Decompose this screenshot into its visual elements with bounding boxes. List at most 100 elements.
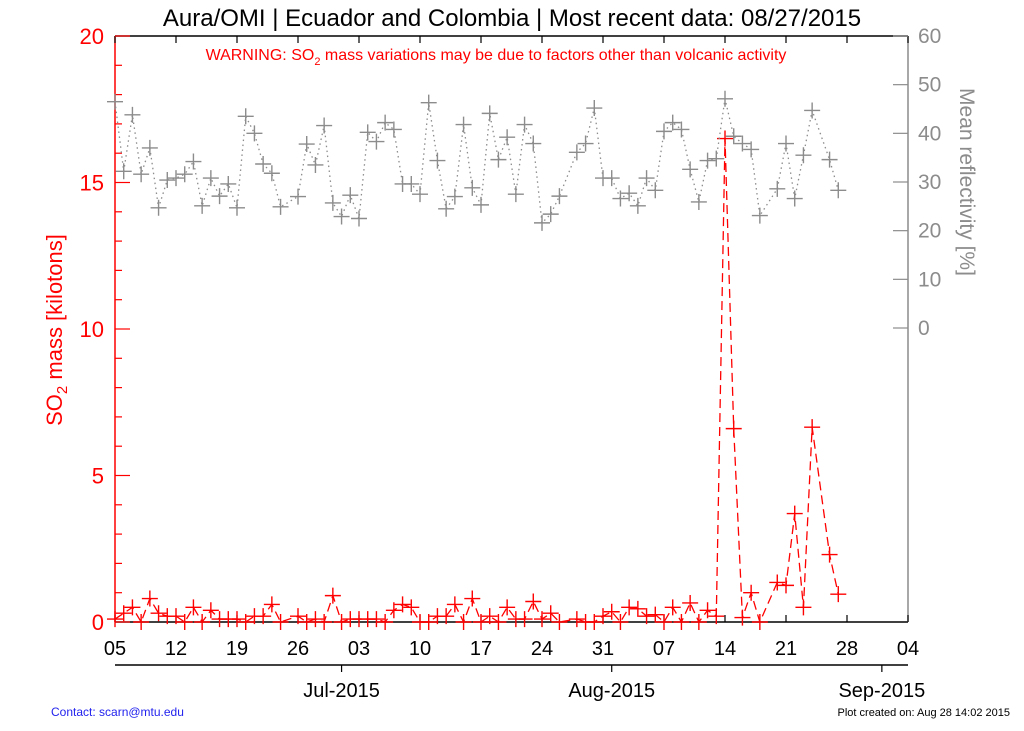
reflectivity-point xyxy=(507,186,524,203)
reflectivity-point xyxy=(551,188,568,205)
reflectivity-point xyxy=(682,161,699,178)
so2-mass-point xyxy=(830,586,847,603)
reflectivity-point xyxy=(699,152,716,169)
y-right-tick-label: 20 xyxy=(918,220,941,243)
reflectivity-point xyxy=(455,116,472,133)
so2-mass-point xyxy=(455,614,472,630)
reflectivity-point xyxy=(202,170,219,187)
reflectivity-point xyxy=(499,129,516,146)
y-right-tick-label: 0 xyxy=(918,317,930,340)
reflectivity-point xyxy=(525,135,542,152)
so2-mass-point xyxy=(368,611,385,628)
reflectivity-point xyxy=(403,175,420,192)
ylabel-left-suffix: mass [kilotons] xyxy=(42,234,67,386)
reflectivity-point xyxy=(316,117,333,134)
x-tick-label: 21 xyxy=(775,638,797,660)
so2-mass-line xyxy=(114,138,839,624)
so2-mass-point xyxy=(516,611,533,628)
reflectivity-point xyxy=(385,121,402,138)
so2-mass-point xyxy=(150,605,167,622)
reflectivity-point xyxy=(324,194,341,211)
so2-mass-point xyxy=(656,614,672,630)
reflectivity-point xyxy=(107,93,123,110)
reflectivity-point xyxy=(438,200,455,217)
so2-mass-point xyxy=(551,614,568,630)
reflectivity-point xyxy=(621,185,638,202)
so2-mass-point xyxy=(638,608,655,625)
y-right-tick-label: 60 xyxy=(918,25,941,48)
reflectivity-point xyxy=(516,116,533,133)
reflectivity-point xyxy=(429,152,446,169)
so2-mass-point xyxy=(403,599,420,616)
reflectivity-point xyxy=(725,128,742,145)
so2-mass-point xyxy=(316,614,333,630)
so2-mass-point xyxy=(176,614,193,630)
x-tick-label: 03 xyxy=(348,638,370,660)
reflectivity-point xyxy=(185,153,202,170)
reflectivity-point xyxy=(542,206,559,223)
so2-mass-point xyxy=(821,546,838,563)
so2-mass-point xyxy=(534,611,550,628)
so2-mass-point xyxy=(586,614,603,630)
so2-mass-point xyxy=(786,505,803,522)
y-left-tick-label: 10 xyxy=(80,317,104,342)
reflectivity-point xyxy=(795,147,812,164)
y-right-tick-label: 30 xyxy=(918,171,941,194)
so2-mass-point xyxy=(420,614,437,630)
reflectivity-point xyxy=(176,166,193,183)
reflectivity-point xyxy=(464,179,481,196)
so2-mass-point xyxy=(690,614,707,630)
reflectivity-point xyxy=(490,151,507,168)
so2-mass-point xyxy=(385,602,402,619)
reflectivity-point xyxy=(229,199,245,216)
reflectivity-point xyxy=(359,124,376,141)
x-tick-label: 14 xyxy=(714,638,736,660)
ylabel-left-subscript: 2 xyxy=(54,386,71,394)
reflectivity-point xyxy=(290,188,306,205)
reflectivity-point xyxy=(255,155,272,172)
so2-mass-point xyxy=(647,606,664,623)
warning-prefix: WARNING: SO xyxy=(206,47,315,64)
so2-mass-point xyxy=(525,593,542,610)
ylabel-left-prefix: SO xyxy=(42,394,67,426)
reflectivity-point xyxy=(159,172,176,189)
x-tick-label: 26 xyxy=(287,638,309,660)
so2-mass-point xyxy=(734,609,751,626)
x-tick-label: 28 xyxy=(836,638,858,660)
so2-mass-point xyxy=(333,614,350,630)
reflectivity-point xyxy=(412,186,428,203)
reflectivity-point xyxy=(690,193,707,210)
axes xyxy=(114,35,909,672)
so2-mass-point xyxy=(124,599,141,616)
reflectivity-point xyxy=(272,198,289,215)
so2-mass-point xyxy=(481,608,498,625)
reflectivity-point xyxy=(830,182,847,199)
contact-link[interactable]: Contact: scarn@mtu.edu xyxy=(51,705,184,719)
reflectivity-point xyxy=(133,166,150,183)
so2-mass-point xyxy=(699,602,716,619)
so2-mass-point xyxy=(629,600,646,617)
reflectivity-point xyxy=(751,207,768,224)
warning-text: WARNING: SO2 mass variations may be due … xyxy=(206,47,787,68)
so2-mass-point xyxy=(115,605,132,622)
so2-mass-point xyxy=(603,603,620,620)
reflectivity-point xyxy=(115,163,132,180)
x-tick-label: 12 xyxy=(165,638,187,660)
plot-created-text: Plot created on: Aug 28 14:02 2015 xyxy=(838,707,1010,719)
so2-mass-point xyxy=(621,599,638,616)
y-left-tick-label: 15 xyxy=(80,171,104,196)
so2-mass-point xyxy=(438,608,455,625)
reflectivity-point xyxy=(804,102,821,119)
warning-subscript: 2 xyxy=(314,56,320,68)
reflectivity-point xyxy=(481,105,498,122)
reflectivity-point xyxy=(420,94,437,111)
so2-mass-point xyxy=(473,614,489,630)
warning-suffix: mass variations may be due to factors ot… xyxy=(320,47,786,64)
so2-mass-point xyxy=(725,420,742,437)
reflectivity-point xyxy=(673,121,690,138)
x-tick-label: 24 xyxy=(531,638,553,660)
y-left-tick-label: 20 xyxy=(80,24,104,49)
reflectivity-point xyxy=(246,125,263,142)
reflectivity-point xyxy=(368,133,385,150)
